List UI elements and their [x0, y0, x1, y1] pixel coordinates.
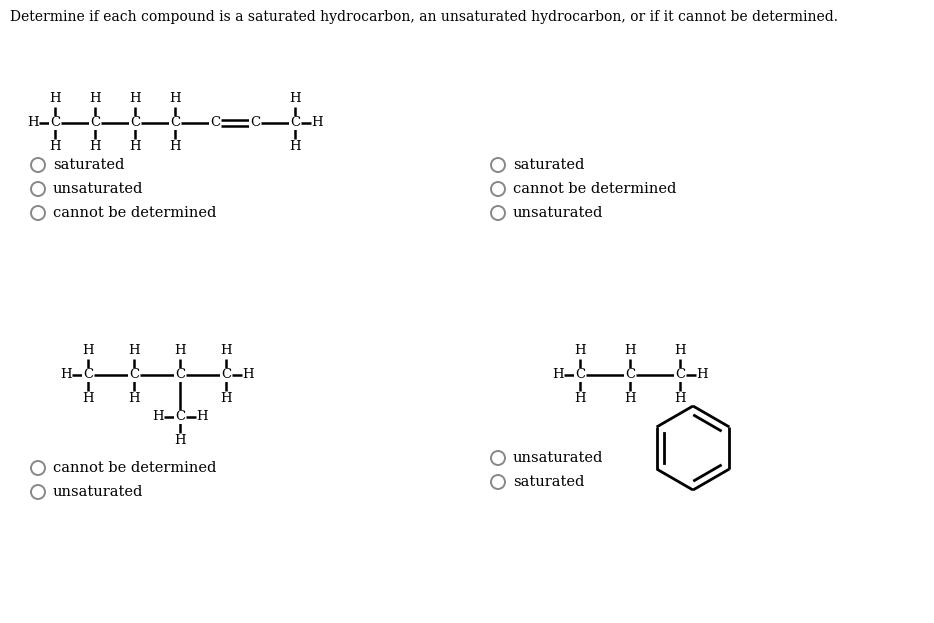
Text: cannot be determined: cannot be determined	[53, 461, 217, 475]
Text: C: C	[175, 411, 185, 424]
Text: H: H	[128, 345, 140, 358]
Text: H: H	[82, 345, 93, 358]
Text: H: H	[674, 392, 686, 406]
Text: H: H	[290, 92, 301, 105]
Text: H: H	[82, 392, 93, 406]
Text: H: H	[169, 92, 181, 105]
Text: H: H	[89, 92, 101, 105]
Text: H: H	[220, 392, 232, 406]
Text: saturated: saturated	[53, 158, 124, 172]
Text: C: C	[90, 117, 100, 130]
Text: unsaturated: unsaturated	[513, 206, 603, 220]
Text: H: H	[574, 392, 586, 406]
Text: H: H	[196, 411, 207, 424]
Text: H: H	[50, 92, 61, 105]
Text: H: H	[174, 345, 186, 358]
Text: C: C	[170, 117, 180, 130]
Text: H: H	[50, 141, 61, 153]
Text: unsaturated: unsaturated	[513, 451, 603, 465]
Text: Determine if each compound is a saturated hydrocarbon, an unsaturated hydrocarbo: Determine if each compound is a saturate…	[10, 10, 838, 24]
Text: saturated: saturated	[513, 158, 585, 172]
Text: C: C	[250, 117, 260, 130]
Text: C: C	[130, 117, 140, 130]
Text: cannot be determined: cannot be determined	[513, 182, 676, 196]
Text: H: H	[152, 411, 163, 424]
Text: C: C	[175, 368, 185, 381]
Text: H: H	[89, 141, 101, 153]
Text: C: C	[210, 117, 220, 130]
Text: H: H	[552, 368, 564, 381]
Text: C: C	[129, 368, 139, 381]
Text: cannot be determined: cannot be determined	[53, 206, 217, 220]
Text: H: H	[624, 345, 636, 358]
Text: saturated: saturated	[513, 475, 585, 489]
Text: H: H	[129, 141, 141, 153]
Text: C: C	[50, 117, 60, 130]
Text: C: C	[83, 368, 93, 381]
Text: C: C	[625, 368, 635, 381]
Text: H: H	[27, 117, 39, 130]
Text: C: C	[290, 117, 300, 130]
Text: H: H	[128, 392, 140, 406]
Text: H: H	[624, 392, 636, 406]
Text: H: H	[220, 345, 232, 358]
Text: H: H	[60, 368, 72, 381]
Text: unsaturated: unsaturated	[53, 182, 144, 196]
Text: H: H	[129, 92, 141, 105]
Text: H: H	[574, 345, 586, 358]
Text: H: H	[242, 368, 254, 381]
Text: H: H	[674, 345, 686, 358]
Text: H: H	[169, 141, 181, 153]
Text: C: C	[675, 368, 685, 381]
Text: C: C	[221, 368, 231, 381]
Text: unsaturated: unsaturated	[53, 485, 144, 499]
Text: H: H	[696, 368, 708, 381]
Text: C: C	[575, 368, 585, 381]
Text: H: H	[290, 141, 301, 153]
Text: H: H	[311, 117, 323, 130]
Text: H: H	[174, 434, 186, 447]
